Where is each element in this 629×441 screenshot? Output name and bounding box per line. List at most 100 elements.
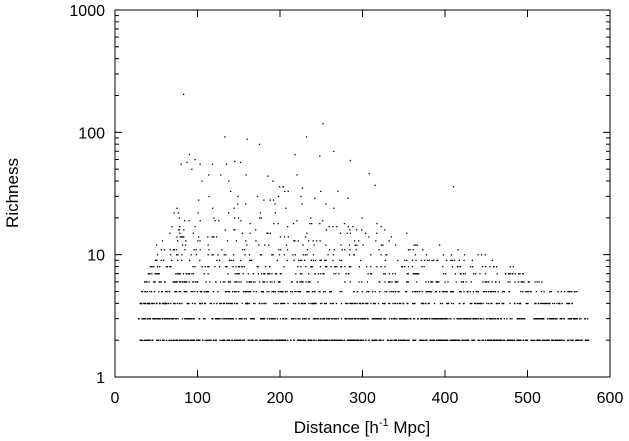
data-point	[294, 240, 296, 242]
data-point	[545, 339, 547, 341]
data-point	[408, 339, 410, 341]
data-point	[264, 273, 266, 275]
data-point	[536, 281, 538, 283]
data-point	[287, 339, 289, 341]
data-point	[538, 339, 541, 341]
data-point	[413, 273, 415, 275]
data-point	[188, 281, 190, 283]
data-point	[423, 259, 426, 262]
data-point	[176, 236, 178, 238]
data-point	[294, 153, 296, 156]
data-point	[156, 259, 158, 262]
data-point	[571, 290, 573, 293]
x-tick-label: 400	[432, 390, 459, 407]
data-point	[252, 302, 255, 305]
data-point	[494, 318, 496, 320]
data-point	[542, 302, 544, 305]
data-point	[313, 290, 315, 293]
data-point	[213, 217, 215, 219]
data-point	[311, 266, 313, 268]
data-point	[452, 339, 455, 341]
data-point	[220, 174, 222, 176]
data-point	[301, 187, 304, 189]
data-point	[244, 290, 247, 293]
data-point	[353, 240, 356, 242]
data-point	[246, 244, 248, 246]
data-point	[557, 290, 559, 293]
data-point	[527, 290, 529, 293]
data-point	[461, 339, 464, 341]
data-point	[426, 318, 428, 320]
data-point	[228, 339, 231, 341]
data-point	[191, 273, 193, 275]
data-point	[269, 281, 271, 283]
data-point	[161, 302, 164, 305]
data-point	[306, 232, 308, 234]
data-point	[184, 244, 187, 246]
data-point	[407, 266, 410, 268]
data-point	[292, 302, 295, 305]
data-point	[291, 281, 293, 283]
data-point	[308, 302, 310, 305]
data-point	[245, 318, 247, 320]
data-point	[350, 266, 352, 268]
y-axis-title: Richness	[3, 158, 22, 228]
data-point	[573, 290, 576, 293]
data-point	[312, 259, 315, 262]
data-point	[219, 302, 221, 305]
data-point	[403, 318, 406, 320]
data-point	[290, 290, 292, 293]
data-point	[377, 318, 380, 320]
data-point	[480, 254, 483, 256]
data-point	[550, 290, 553, 293]
data-point	[380, 244, 383, 246]
data-point	[390, 318, 393, 320]
data-point	[319, 266, 322, 268]
data-point	[340, 318, 343, 320]
data-point	[233, 290, 236, 293]
data-point	[299, 339, 301, 341]
data-point	[406, 318, 408, 320]
data-point	[254, 339, 256, 341]
data-point	[548, 302, 551, 305]
data-point	[538, 318, 541, 320]
data-point	[479, 318, 481, 320]
data-point	[477, 318, 480, 320]
data-point	[221, 339, 223, 341]
data-point	[560, 290, 562, 293]
data-point	[421, 302, 423, 305]
data-point	[215, 318, 217, 320]
data-point	[307, 290, 309, 293]
data-point	[400, 302, 402, 305]
data-point	[370, 254, 372, 256]
data-point	[175, 318, 178, 320]
data-point	[446, 302, 449, 305]
data-point	[251, 339, 253, 341]
data-points	[137, 93, 590, 341]
data-point	[190, 339, 192, 341]
data-point	[319, 155, 321, 157]
data-point	[321, 302, 323, 305]
data-point	[153, 302, 155, 305]
data-point	[444, 318, 447, 320]
data-point	[169, 339, 171, 341]
data-point	[323, 273, 325, 275]
data-point	[308, 273, 310, 275]
data-point	[324, 290, 326, 293]
data-point	[217, 318, 219, 320]
data-point	[194, 266, 196, 268]
data-point	[223, 302, 225, 305]
data-point	[159, 302, 161, 305]
data-point	[201, 180, 203, 182]
data-point	[148, 318, 151, 320]
data-point	[333, 207, 335, 209]
data-point	[435, 290, 438, 293]
data-point	[358, 281, 360, 283]
data-point	[424, 318, 426, 320]
data-point	[225, 302, 228, 305]
data-point	[375, 318, 377, 320]
data-point	[185, 290, 187, 293]
data-point	[261, 318, 263, 320]
data-point	[303, 302, 305, 305]
data-point	[575, 339, 577, 341]
